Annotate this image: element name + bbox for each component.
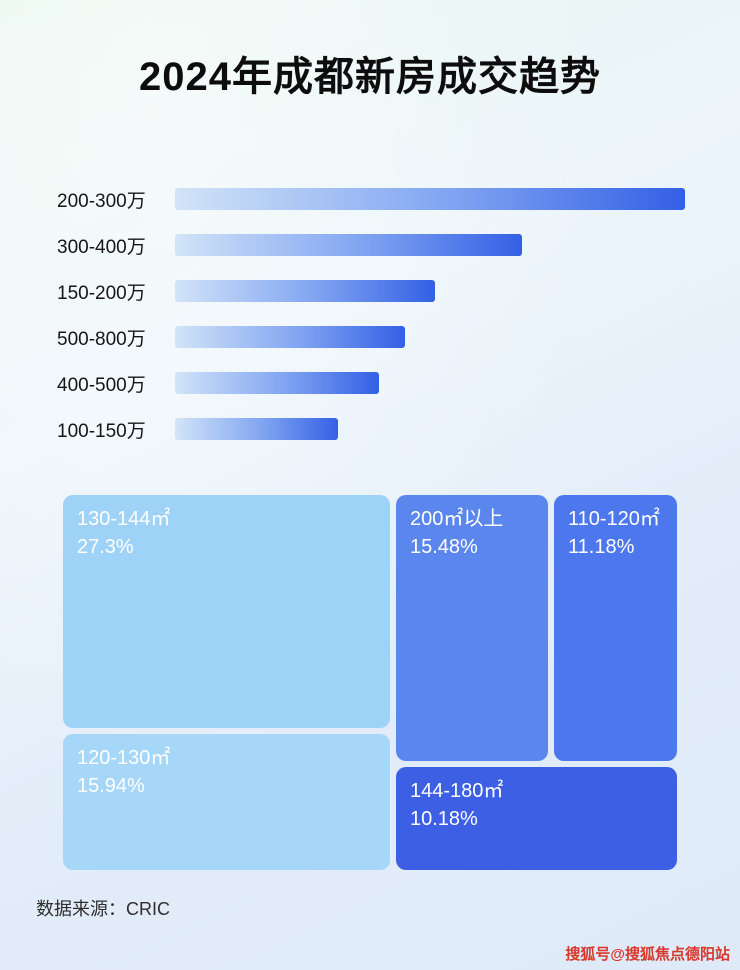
bar [175, 326, 405, 348]
bar-label: 200-300万 [57, 190, 146, 212]
treemap-label: 110-120㎡ [568, 508, 660, 530]
treemap-label: 120-130㎡ [77, 747, 171, 769]
treemap-percent: 27.3% [77, 536, 134, 558]
bar-track [175, 280, 685, 302]
treemap-box-110-120: 110-120㎡ 11.18% [554, 495, 677, 761]
bar-row: 400-500万 [57, 360, 685, 406]
bar-row: 150-200万 [57, 268, 685, 314]
treemap-percent: 11.18% [568, 536, 635, 558]
bar-track [175, 418, 685, 440]
bar-row: 500-800万 [57, 314, 685, 360]
bar [175, 418, 339, 440]
bar-label: 400-500万 [57, 374, 146, 396]
bar-row: 200-300万 [57, 176, 685, 222]
treemap-box-120-130: 120-130㎡ 15.94% [63, 734, 390, 870]
bar-track [175, 372, 685, 394]
treemap-label: 200㎡以上 [410, 508, 504, 530]
bar-label: 500-800万 [57, 328, 146, 350]
treemap-percent: 15.94% [77, 775, 145, 797]
bar-label: 150-200万 [57, 282, 146, 304]
bar [175, 234, 522, 256]
treemap-percent: 10.18% [410, 808, 478, 830]
treemap-box-130-144: 130-144㎡ 27.3% [63, 495, 390, 728]
treemap-label: 130-144㎡ [77, 508, 171, 530]
data-source-note: 数据来源：CRIC [36, 899, 170, 919]
bar-label: 300-400万 [57, 236, 146, 258]
bar-track [175, 326, 685, 348]
bar [175, 188, 685, 210]
area-size-treemap: 130-144㎡ 27.3% 200㎡以上 15.48% 110-120㎡ 11… [63, 495, 677, 870]
bar-row: 300-400万 [57, 222, 685, 268]
bar-track [175, 188, 685, 210]
bar [175, 280, 436, 302]
bar [175, 372, 379, 394]
bar-label: 100-150万 [57, 420, 146, 442]
treemap-label: 144-180㎡ [410, 780, 504, 802]
bar-row: 100-150万 [57, 406, 685, 452]
treemap-percent: 15.48% [410, 536, 478, 558]
bar-track [175, 234, 685, 256]
price-band-bar-chart: 200-300万 300-400万 150-200万 500-800万 400-… [57, 176, 685, 452]
treemap-box-200-plus: 200㎡以上 15.48% [396, 495, 548, 761]
watermark: 搜狐号@搜狐焦点德阳站 [565, 946, 730, 963]
page-title: 2024年成都新房成交趋势 [139, 55, 601, 99]
treemap-box-144-180: 144-180㎡ 10.18% [396, 767, 677, 870]
